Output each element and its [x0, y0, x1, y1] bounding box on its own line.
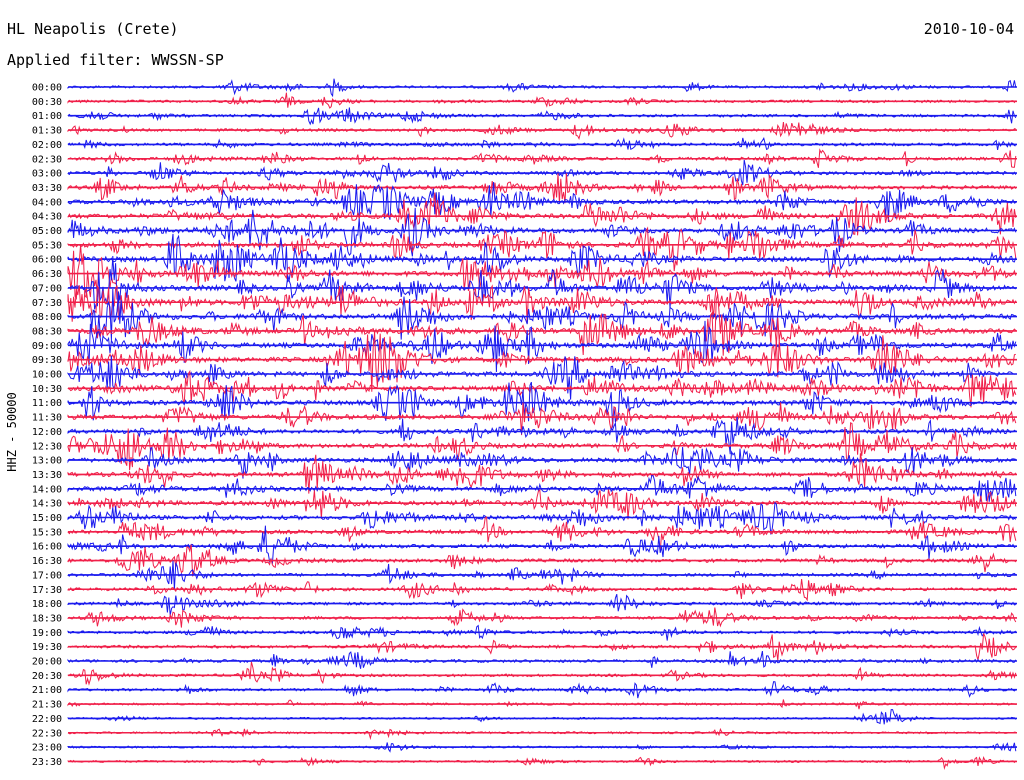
trace-row-0500	[67, 207, 1017, 257]
time-tick-label: 00:00	[32, 83, 62, 94]
trace-row-2200	[67, 709, 1017, 725]
time-tick-label: 22:00	[32, 714, 62, 725]
time-tick-label: 12:30	[32, 441, 62, 452]
time-tick-label: 02:00	[32, 140, 62, 151]
time-tick-label: 20:00	[32, 657, 62, 668]
time-tick-label: 06:00	[32, 255, 62, 266]
trace-row-2030	[67, 661, 1017, 686]
filter-label: Applied filter: WWSSN-SP	[7, 51, 224, 69]
time-tick-label: 07:30	[32, 298, 62, 309]
time-tick-label: 08:30	[32, 326, 62, 337]
time-tick-label: 23:30	[32, 757, 62, 768]
trace-row-1430	[67, 489, 1017, 520]
time-tick-label: 18:00	[32, 599, 62, 610]
trace-row-1630	[67, 544, 1017, 577]
time-tick-label: 05:30	[32, 240, 62, 251]
time-tick-label: 13:30	[32, 470, 62, 481]
time-tick-label: 13:00	[32, 456, 62, 467]
trace-row-1700	[67, 560, 1017, 590]
time-tick-label: 09:00	[32, 341, 62, 352]
time-tick-label: 20:30	[32, 671, 62, 682]
time-labels: 00:00 00:30 01:00 01:30 02:00 02:30 03:00 03:30…	[32, 83, 62, 768]
time-tick-label: 14:00	[32, 484, 62, 495]
time-tick-label: 19:30	[32, 642, 62, 653]
time-tick-label: 06:30	[32, 269, 62, 280]
time-tick-label: 07:00	[32, 283, 62, 294]
time-tick-label: 19:00	[32, 628, 62, 639]
trace-row-0030	[67, 92, 1017, 109]
date-label: 2010-10-04	[923, 20, 1014, 38]
time-tick-label: 10:30	[32, 384, 62, 395]
time-tick-label: 08:00	[32, 312, 62, 323]
trace-row-1800	[67, 594, 1016, 616]
trace-row-0930	[67, 332, 1016, 392]
trace-row-0130	[67, 122, 1016, 141]
time-tick-label: 05:00	[32, 226, 62, 237]
trace-row-2330	[67, 755, 1017, 770]
time-tick-label: 22:30	[32, 728, 62, 739]
time-tick-label: 11:30	[32, 413, 62, 424]
time-tick-label: 09:30	[32, 355, 62, 366]
trace-row-0230	[67, 148, 1017, 168]
trace-row-1230	[67, 421, 1017, 471]
trace-row-0330	[67, 173, 1017, 204]
trace-row-0800	[67, 288, 1016, 341]
time-tick-label: 00:30	[32, 97, 62, 108]
time-tick-label: 21:00	[32, 685, 62, 696]
seismic-traces	[67, 78, 1017, 770]
time-tick-label: 01:30	[32, 126, 62, 137]
trace-row-0600	[67, 233, 1017, 283]
time-tick-label: 01:00	[32, 111, 62, 122]
time-tick-label: 21:30	[32, 700, 62, 711]
time-tick-label: 18:30	[32, 613, 62, 624]
time-tick-label: 23:00	[32, 743, 62, 754]
time-tick-label: 02:30	[32, 154, 62, 165]
trace-row-0730	[67, 284, 1017, 324]
trace-row-2000	[67, 650, 1017, 669]
trace-row-1330	[67, 453, 1017, 494]
time-tick-label: 17:00	[32, 570, 62, 581]
time-tick-label: 04:00	[32, 197, 62, 208]
trace-row-1130	[67, 402, 1017, 436]
time-tick-label: 15:00	[32, 513, 62, 524]
time-tick-label: 17:30	[32, 585, 62, 596]
time-tick-label: 14:30	[32, 499, 62, 510]
time-tick-label: 15:30	[32, 527, 62, 538]
time-tick-label: 03:30	[32, 183, 62, 194]
trace-row-0200	[67, 137, 1016, 151]
time-tick-label: 10:00	[32, 370, 62, 381]
time-tick-label: 16:00	[32, 542, 62, 553]
station-title: HL Neapolis (Crete)	[7, 20, 179, 38]
trace-row-0530	[67, 226, 1017, 272]
time-tick-label: 03:00	[32, 169, 62, 180]
trace-row-0630	[67, 244, 1017, 301]
time-tick-label: 11:00	[32, 398, 62, 409]
trace-row-1030	[67, 369, 1017, 408]
time-tick-label: 12:00	[32, 427, 62, 438]
time-tick-label: 04:30	[32, 212, 62, 223]
time-tick-label: 16:30	[32, 556, 62, 567]
